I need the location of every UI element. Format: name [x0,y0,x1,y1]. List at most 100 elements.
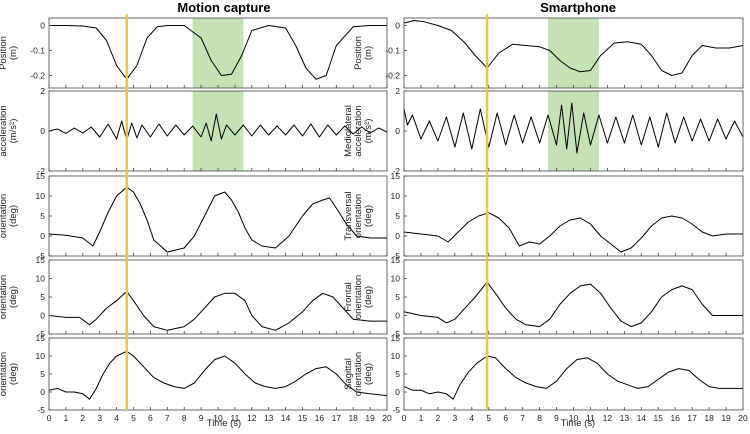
phone-transversal-ylabel-line: Transversal [343,191,354,240]
mocap-xtick-label: 8 [182,413,187,423]
mocap-position-ylabel-line: Position [0,36,9,70]
mocap-frontal-ylabel-line: orientation [0,275,9,319]
mocap-position-ytick-label: -0.1 [30,46,45,56]
phone-xtick-label: 12 [603,413,613,423]
mocap-mediolateral-panel: 2 0 -2 Mediolateral acceleration(m/s²) [0,86,388,176]
mocap-frontal-ytick-label: 10 [36,274,46,284]
phone-position-ytick-label: -0.2 [385,71,400,81]
mocap-frontal-line [48,290,387,331]
phone-xtick-label: 5 [486,413,491,423]
left-column-title: Motion capture [177,0,270,15]
mocap-frontal-ytick-label: -5 [37,329,45,339]
phone-transversal-ytick-label: 10 [391,191,401,201]
phone-transversal-ylabel-line: (deg) [363,205,374,227]
mocap-xtick-label: 5 [131,413,136,423]
phone-mediolateral-ytick-label: 2 [395,86,400,96]
mocap-xtick-label: 2 [80,413,85,423]
mocap-xtick-label: 0 [47,413,52,423]
mocap-transversal-ylabel-line: orientation [0,194,9,238]
mocap-sagittal-ytick-label: 5 [40,369,45,379]
mocap-transversal-ytick-label: 5 [40,211,45,221]
mocap-xtick-label: 12 [247,413,257,423]
mocap-mediolateral-ylabel-line: (m/s²) [8,119,19,144]
mocap-position-shaded-window [192,18,244,88]
phone-mediolateral-line [403,102,744,154]
mocap-sagittal-line [48,350,388,400]
mocap-mediolateral-ytick-label: 2 [40,86,45,96]
phone-xtick-label: 6 [503,413,508,423]
phone-mediolateral-shaded-window [548,91,599,171]
phone-frontal-ylabel-line: orientation [353,275,364,319]
mocap-frontal-ytick-label: 15 [36,255,46,265]
mocap-mediolateral-ytick-label: 0 [40,126,45,136]
phone-xtick-label: 15 [654,413,664,423]
mocap-sagittal-ytick-label: -5 [37,405,45,415]
phone-transversal-ytick-label: 0 [395,231,400,241]
phone-transversal-panel: 15 10 5 0 -5 Transversal orientation (deg) [343,171,744,261]
mocap-xtick-label: 20 [382,413,392,423]
phone-position-line [403,20,744,76]
phone-mediolateral-ytick-label: -2 [392,166,400,176]
phone-xtick-label: 0 [402,413,407,423]
mocap-sagittal-ylabel-line: (deg) [8,363,19,385]
phone-position-ylabel-line: (m) [363,46,374,60]
phone-mediolateral-ylabel-line: Mediolateral [343,105,354,157]
mocap-position-ylabel-line: (m) [8,46,19,60]
mocap-xtick-label: 7 [165,413,170,423]
mocap-position-ytick-label: 0 [40,21,45,31]
mocap-xtick-label: 1 [64,413,69,423]
mocap-xtick-label: 9 [199,413,204,423]
phone-frontal-ytick-label: 5 [395,292,400,302]
phone-mediolateral-panel: 2 0 -2 Mediolateral acceleration (m/s²) [343,86,744,176]
phone-xtick-label: 19 [721,413,731,423]
phone-xtick-label: 4 [469,413,474,423]
mocap-frontal-ytick-label: 0 [40,311,45,321]
phone-sagittal-ylabel-line: orientation [353,352,364,396]
phone-xtick-label: 8 [537,413,542,423]
mocap-position-line [49,25,387,80]
mocap-sagittal-ytick-label: 15 [36,333,46,343]
mocap-transversal-ytick-label: 0 [40,231,45,241]
phone-sagittal-ytick-label: 15 [391,333,401,343]
phone-xtick-label: 14 [637,413,647,423]
phone-sagittal-ytick-label: 10 [391,351,401,361]
mocap-xtick-label: 11 [230,413,239,423]
phone-sagittal-ytick-label: 0 [395,387,400,397]
mocap-xtick-label: 6 [148,413,153,423]
phone-xtick-label: 1 [419,413,424,423]
phone-transversal-ytick-label: -5 [392,251,400,261]
phone-frontal-panel: 15 10 5 0 -5 Frontal orientation (deg) [343,255,744,339]
phone-transversal-frame [403,175,744,257]
phone-xtick-label: 16 [670,413,680,423]
mocap-xtick-label: 13 [264,413,274,423]
phone-xtick-label: 9 [554,413,559,423]
phone-xtick-label: 20 [738,413,748,423]
right-column-title: Smartphone [540,0,616,15]
mocap-mediolateral-ylabel-line: acceleration [0,105,9,156]
phone-sagittal-ytick-label: 5 [395,369,400,379]
mocap-xtick-label: 17 [332,413,342,423]
mocap-transversal-line [48,186,387,253]
phone-frontal-frame [403,259,744,335]
phone-xtick-label: 2 [436,413,441,423]
phone-frontal-line [403,281,743,328]
mocap-transversal-ytick-label: -5 [37,251,45,261]
phone-position-panel: 0 -0.1 -0.2 Position (m) [353,17,744,89]
mocap-transversal-frame [48,175,388,257]
phone-sagittal-ylabel-line: Sagittal [343,358,354,390]
mocap-xtick-label: 3 [97,413,102,423]
phone-transversal-ytick-label: 15 [391,171,401,181]
mocap-xtick-label: 16 [315,413,325,423]
phone-xtick-label: 10 [569,413,579,423]
mocap-transversal-ytick-label: 10 [36,191,46,201]
phone-transversal-ytick-label: 5 [395,211,400,221]
phone-frontal-ylabel-line: Frontal [343,282,354,312]
mocap-mediolateral-ytick-label: -2 [37,166,45,176]
panels-layer: 0-0.1-0.2Position(m)20-2Mediolateralacce… [0,14,748,423]
mocap-frontal-ytick-label: 5 [40,292,45,302]
mocap-xtick-label: 18 [348,413,358,423]
